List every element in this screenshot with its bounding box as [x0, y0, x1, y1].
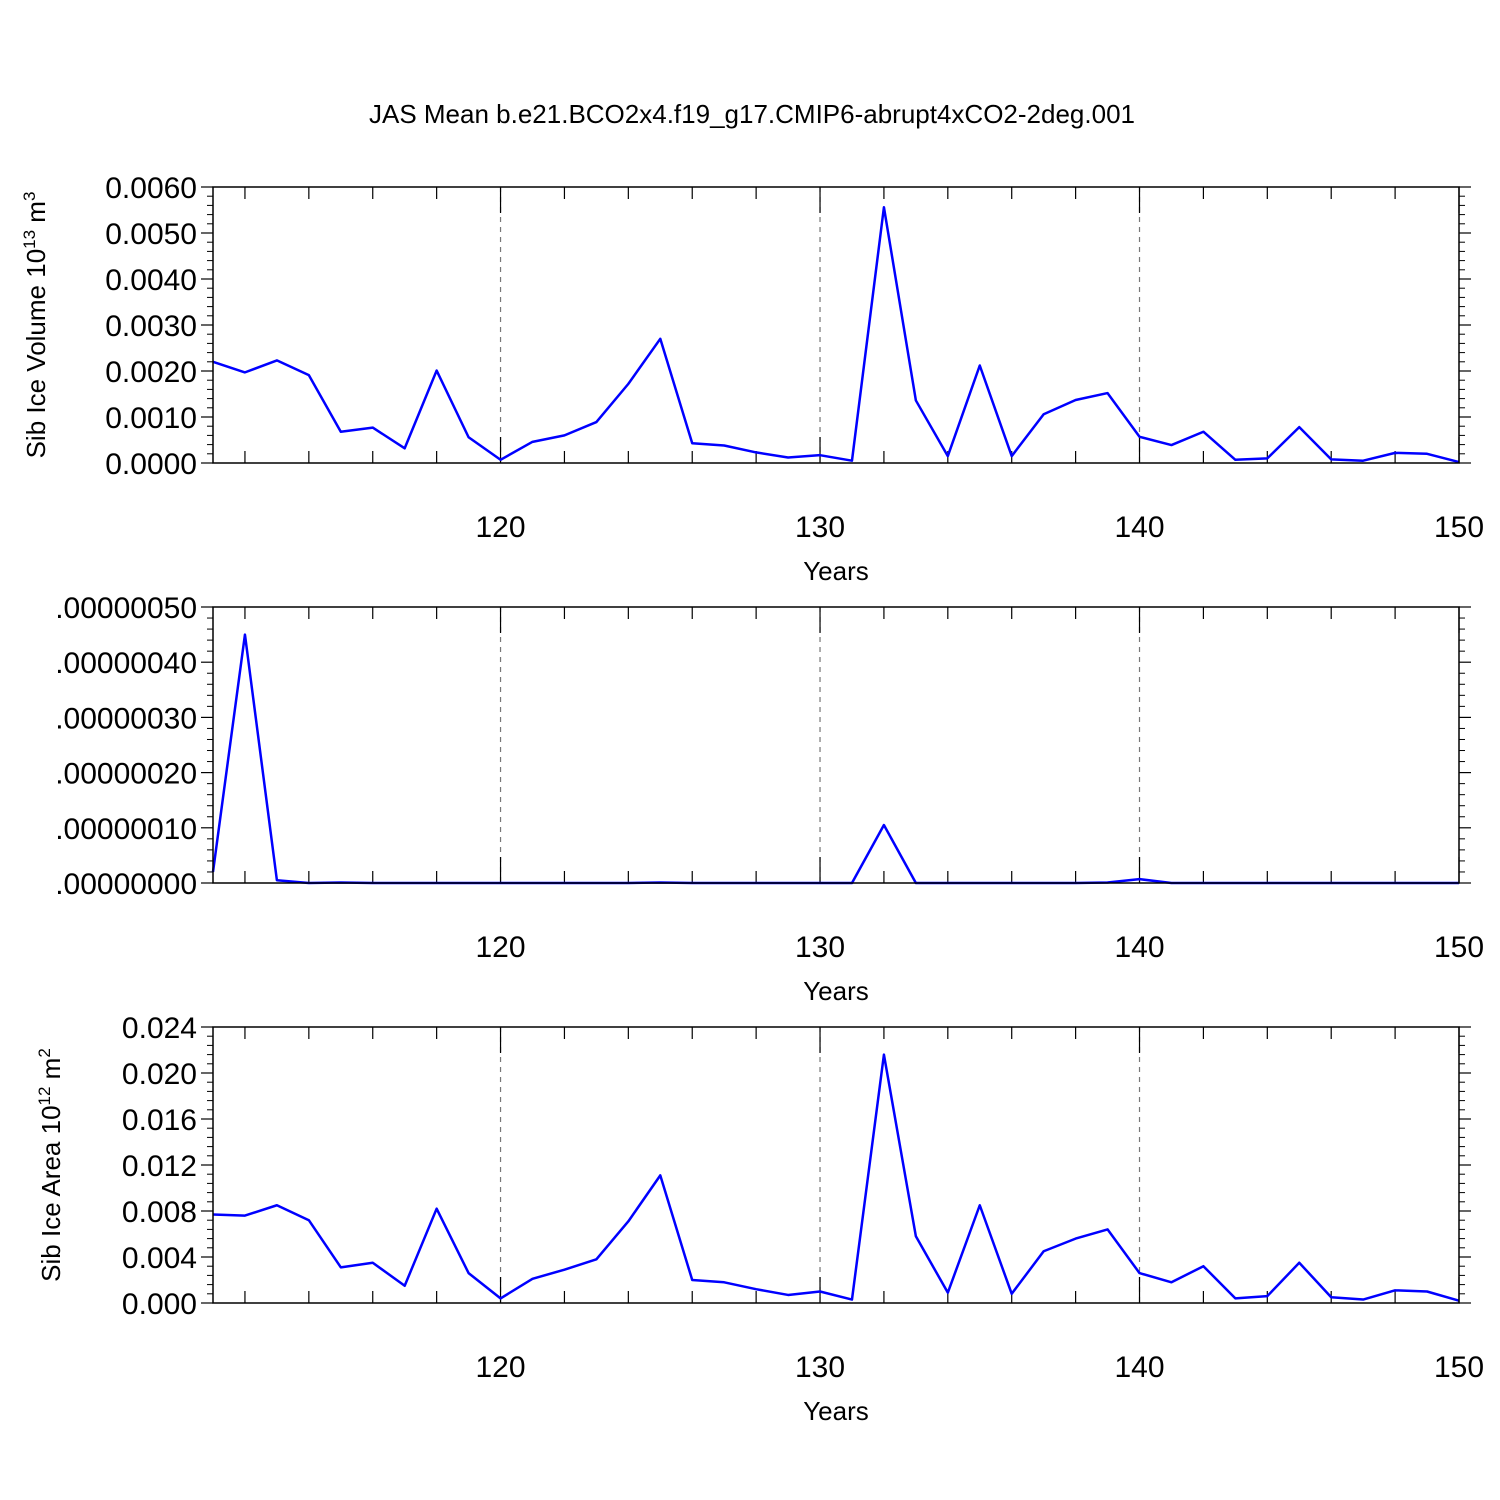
- x-tick-label: 140: [1114, 931, 1164, 964]
- y-tick-label: 0.0010: [105, 402, 197, 435]
- x-axis-title: Years: [803, 976, 869, 1006]
- series-line-1: [212, 1053, 1460, 1302]
- y-tick-label: .00000000: [55, 868, 197, 901]
- x-tick-label: 120: [476, 931, 526, 964]
- series-line-1: [211, 633, 1459, 885]
- y-tick-label: 0.012: [122, 1150, 197, 1183]
- x-tick-label: 140: [1114, 1351, 1164, 1384]
- y-tick-label: .00000010: [55, 813, 197, 846]
- plot-frame: [212, 1026, 1460, 1304]
- y-tick-label: .00000030: [55, 702, 197, 735]
- x-tick-label: 150: [1434, 511, 1484, 544]
- series-line-1: [212, 205, 1460, 464]
- y-tick-label: 0.024: [122, 1012, 197, 1045]
- panel-1: 0.0000 0.0010 0.0020 0.0030 0.0040 0.0050 0.00…: [20, 172, 1484, 586]
- y-tick-label: 0.0060: [105, 172, 197, 205]
- panel-3: 0.000 0.004 0.008 0.012 0.016 0.020 0.024 120 13…: [35, 1012, 1484, 1426]
- x-axis-title: Years: [803, 556, 869, 586]
- y-tick-label: 0.020: [122, 1058, 197, 1091]
- panels-group: 0.0000 0.0010 0.0020 0.0030 0.0040 0.0050 0.00…: [20, 172, 1484, 1426]
- figure-title: JAS Mean b.e21.BCO2x4.f19_g17.CMIP6-abru…: [369, 99, 1135, 129]
- y-tick-label: 0.0050: [105, 218, 197, 251]
- y-axis-title: Sib Ice Volume 1013 m3: [20, 192, 51, 459]
- y-tick-label: 0.0040: [105, 264, 197, 297]
- y-tick-label: 0.0020: [105, 356, 197, 389]
- y-tick-label: .00000020: [55, 758, 197, 791]
- x-tick-label: 120: [476, 1351, 526, 1384]
- plot-frame: [212, 606, 1460, 884]
- x-tick-label: 150: [1434, 1351, 1484, 1384]
- x-tick-label: 120: [476, 511, 526, 544]
- y-tick-label: 0.0030: [105, 310, 197, 343]
- y-tick-label: 0.004: [122, 1242, 197, 1275]
- y-tick-label: .00000050: [55, 592, 197, 625]
- y-axis-title: Sib Ice Area 1012 m2: [35, 1048, 66, 1282]
- y-tick-label: 0.0000: [105, 448, 197, 481]
- y-tick-label: 0.016: [122, 1104, 197, 1137]
- x-axis-title: Years: [803, 1396, 869, 1426]
- x-tick-label: 130: [795, 931, 845, 964]
- x-tick-label: 130: [795, 511, 845, 544]
- panel-2: .00000000 .00000010 .00000020 .00000030 .000…: [55, 592, 1484, 1006]
- y-tick-label: 0.008: [122, 1196, 197, 1229]
- x-tick-label: 130: [795, 1351, 845, 1384]
- plot-frame: [212, 186, 1460, 464]
- y-tick-label: 0.000: [122, 1288, 197, 1321]
- x-tick-label: 140: [1114, 511, 1164, 544]
- y-tick-label: .00000040: [55, 647, 197, 680]
- x-tick-label: 150: [1434, 931, 1484, 964]
